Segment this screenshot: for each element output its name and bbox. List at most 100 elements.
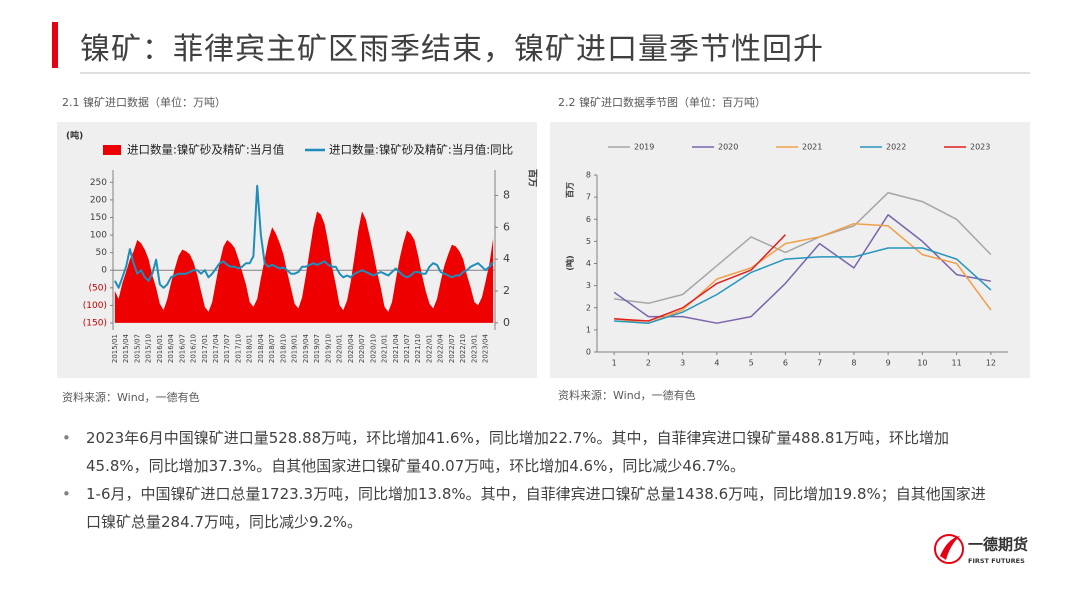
logo-name-en: FIRST FUTURES [968, 557, 1025, 565]
title-accent [52, 22, 58, 68]
x-tick-label: 2021/04 [392, 333, 400, 363]
y2-unit: 百万 [527, 169, 538, 187]
y-tick-label: 2 [586, 303, 591, 312]
x-tick-label: 11 [952, 359, 962, 368]
legend-label: 2021 [802, 143, 822, 152]
x-tick-label: 2022/04 [437, 333, 445, 363]
y2-tick-label: 4 [503, 252, 510, 265]
chart-caption: 2.2 镍矿进口数据季节图（单位：百万吨） [558, 96, 766, 109]
y-tick-label: (150) [83, 318, 107, 328]
y-tick-label: 3 [586, 281, 591, 290]
y-tick-label: 5 [586, 237, 591, 246]
y-tick-label: 4 [586, 259, 591, 268]
y-unit: 百万 [566, 182, 575, 198]
line [614, 234, 786, 322]
line [614, 222, 992, 324]
y-tick-label: 0 [101, 266, 107, 276]
x-tick-label: 2022/10 [459, 334, 467, 363]
logo-name: 一德期货 [968, 536, 1028, 554]
y-tick-label: 1 [586, 325, 591, 334]
y-tick-label: 8 [586, 171, 591, 180]
x-tick-label: 2016/10 [190, 334, 198, 363]
x-tick-label: 2019/07 [313, 334, 321, 363]
x-tick-label: 12 [986, 359, 996, 368]
line [614, 191, 992, 305]
x-tick-label: 2020/04 [347, 333, 355, 363]
y2-tick-label: 6 [503, 220, 510, 233]
y-tick-label: 100 [90, 231, 107, 241]
chart-caption: 2.1 镍矿进口数据（单位：万吨） [62, 96, 226, 109]
x-tick-label: 2021/07 [403, 334, 411, 363]
chart: 250 200 150 100 50 0 (50) (100) (150) 0 2 4 6 8 2015/0… [66, 130, 538, 364]
x-tick-label: 2015/04 [122, 333, 130, 363]
legend-label: 2023 [970, 143, 990, 152]
y-tick-label: 200 [90, 195, 107, 205]
x-tick-label: 10 [917, 359, 927, 368]
x-tick-label: 2021/10 [414, 334, 422, 363]
x-tick-label: 2017/01 [201, 334, 209, 363]
legend-label: 2020 [718, 143, 738, 152]
bullet: 2023年6月中国镍矿进口量528.88万吨，环比增加41.6%，同比增加22.… [62, 424, 992, 480]
x-tick-label: 2017/04 [212, 333, 220, 363]
x-tick-label: 2019/01 [291, 334, 299, 363]
x-tick-label: 2015/01 [111, 334, 119, 363]
area [114, 211, 494, 323]
x-tick-label: 2018/10 [279, 334, 287, 363]
x-tick-label: 2016/07 [178, 334, 186, 363]
x-tick-label: 2023/04 [482, 333, 490, 363]
source-note: 资料来源：Wind，一德有色 [62, 391, 200, 404]
legend-label: 2019 [634, 143, 654, 152]
line [114, 184, 494, 289]
x-tick-label: 2022/07 [448, 334, 456, 363]
x-tick-label: 9 [886, 359, 891, 368]
x-tick-label: 2016/01 [156, 334, 164, 363]
x-tick-label: 2018/01 [246, 334, 254, 363]
x-tick-label: 2019/10 [324, 334, 332, 363]
x-tick-label: 2022/01 [425, 334, 433, 363]
y-tick-label: 0 [586, 348, 591, 357]
line [614, 247, 992, 324]
x-tick-label: 3 [680, 359, 685, 368]
y-tick-label: 250 [90, 178, 107, 188]
logo-swoosh [940, 536, 960, 560]
x-tick-label: 2018/04 [257, 333, 265, 363]
logo-mark [934, 534, 964, 564]
y-unit: (吨) [66, 130, 83, 142]
y-tick-label: 7 [586, 193, 591, 202]
x-tick-label: 2020/07 [358, 334, 366, 363]
y2-tick-label: 8 [503, 188, 510, 201]
x-tick-label: 2017/07 [223, 334, 231, 363]
x-tick-label: 2019/04 [302, 333, 310, 363]
source-note: 资料来源：Wind，一德有色 [558, 389, 696, 402]
x-tick-label: 2018/07 [268, 334, 276, 363]
x-tick-label: 2 [646, 359, 651, 368]
x-tick-label: 2017/10 [234, 334, 242, 363]
x-tick-label: 7 [817, 359, 822, 368]
x-tick-label: 5 [749, 359, 754, 368]
x-tick-label: 6 [783, 359, 788, 368]
x-tick-label: 2015/07 [133, 334, 141, 363]
x-tick-label: 2023/01 [470, 334, 478, 363]
y-unit: (吨) [565, 255, 575, 270]
bullet: 1-6月，中国镍矿进口总量1723.3万吨，同比增加13.8%。其中，自菲律宾进… [62, 480, 992, 536]
legend-label: 进口数量:镍矿砂及精矿:当月值:同比 [329, 143, 513, 157]
y2-tick-label: 0 [503, 316, 510, 329]
y2-tick-label: 2 [503, 284, 510, 297]
x-tick-label: 2016/04 [167, 333, 175, 363]
x-tick-label: 2015/10 [145, 334, 153, 363]
x-tick-label: 1 [612, 359, 617, 368]
y-tick-label: 50 [96, 248, 108, 258]
legend-label: 2022 [886, 143, 906, 152]
x-tick-label: 8 [851, 359, 856, 368]
bullet-list: 2023年6月中国镍矿进口量528.88万吨，环比增加41.6%，同比增加22.… [62, 424, 992, 536]
x-tick-label: 4 [714, 359, 719, 368]
x-tick-label: 2020/10 [369, 334, 377, 363]
y-tick-label: (100) [83, 301, 107, 311]
x-tick-label: 2021/01 [381, 334, 389, 363]
legend-label: 进口数量:镍矿砂及精矿:当月值 [127, 143, 285, 157]
y-tick-label: (50) [89, 283, 107, 293]
y-tick-label: 6 [586, 215, 591, 224]
